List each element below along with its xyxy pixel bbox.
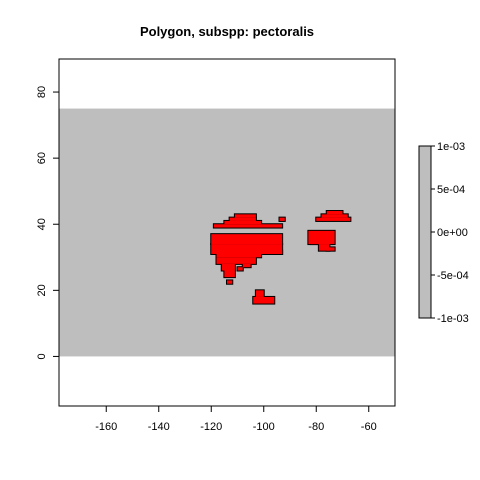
legend-tick-label: 0e+00	[437, 227, 468, 239]
color-legend: 1e-03 5e-04 0e+00 -5e-04 -1e-03	[418, 141, 469, 325]
range-polygon-east-range	[307, 210, 352, 252]
y-tick-label: 40	[36, 218, 48, 230]
raster-band	[59, 108, 395, 357]
x-tick-label: -120	[200, 421, 222, 433]
range-polygon-cell	[224, 270, 235, 278]
range-polygon-cell	[216, 250, 262, 258]
raster-layer	[59, 108, 395, 357]
range-polygon-cell	[216, 257, 256, 264]
range-polygon-cell	[279, 217, 285, 221]
y-tick-label: 60	[36, 152, 48, 164]
legend-tick-label: -1e-03	[437, 313, 469, 325]
range-polygon-cell	[316, 217, 351, 221]
range-polygon-cell	[211, 244, 283, 254]
range-polygon-cell	[229, 217, 256, 221]
range-polygon-cell	[221, 263, 235, 271]
legend-color-bar	[418, 145, 432, 319]
legend-tick-label: 5e-04	[437, 184, 465, 196]
y-tick-label: 0	[36, 353, 48, 359]
y-axis: 0 20 40 60 80	[36, 86, 60, 359]
range-polygon-main-range	[210, 213, 286, 285]
x-tick-label: -160	[95, 421, 117, 433]
legend-tick-label: -5e-04	[437, 270, 469, 282]
range-polygon-cell	[234, 214, 256, 218]
range-polygon-cell	[255, 290, 264, 297]
range-polygon-cell	[227, 280, 233, 284]
x-tick-label: -80	[308, 421, 324, 433]
range-polygon-cell	[318, 244, 330, 251]
range-polygon-cell	[213, 224, 283, 228]
y-tick-label: 80	[36, 86, 48, 98]
x-axis: -160 -140 -120 -100 -80 -60	[95, 405, 377, 433]
x-tick-label: -140	[148, 421, 170, 433]
range-polygon-cell	[321, 214, 348, 218]
range-polygon-cell	[311, 237, 332, 245]
range-polygon-cell	[326, 211, 343, 215]
range-polygon-cell	[211, 234, 283, 245]
range-polygon-cell	[242, 263, 251, 268]
range-polygon-cell	[253, 296, 275, 304]
range-polygon-south-patch	[252, 289, 276, 305]
x-tick-label: -60	[361, 421, 377, 433]
x-tick-label: -100	[253, 421, 275, 433]
range-polygon-cell	[224, 220, 262, 225]
range-polygon-cell	[261, 250, 283, 254]
polygon-layer	[210, 210, 352, 305]
plot-title: Polygon, subspp: pectoralis	[140, 24, 314, 39]
range-polygon-cell	[326, 247, 335, 251]
y-tick-label: 20	[36, 284, 48, 296]
range-polygon-cell	[237, 267, 243, 271]
legend-tick-label: 1e-03	[437, 141, 465, 153]
